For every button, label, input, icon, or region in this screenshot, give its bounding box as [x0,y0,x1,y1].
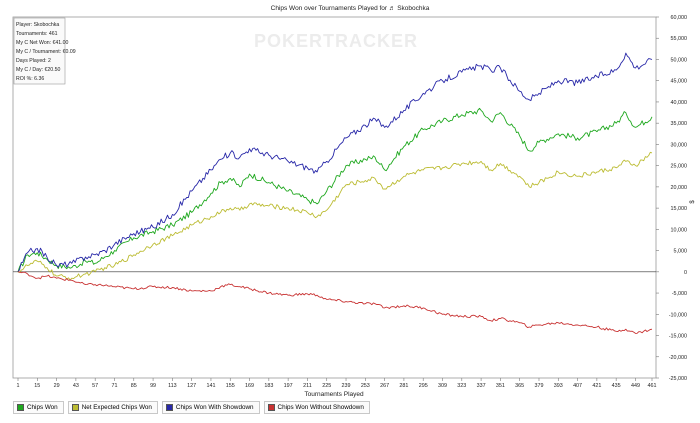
legend: Chips Won Net Expected Chips Won Chips W… [13,401,370,414]
x-tick-label: 323 [457,383,466,389]
y-tick-label: 0 [684,270,687,276]
y-tick-label: 15,000 [671,206,688,212]
x-tick-label: 239 [342,383,351,389]
x-tick-label: 393 [554,383,563,389]
legend-item-net-expected[interactable]: Net Expected Chips Won [67,401,158,414]
y-tick-label: 20,000 [671,185,688,191]
x-tick-label: 99 [150,383,156,389]
legend-item-without-showdown[interactable]: Chips Won Without Showdown [263,401,370,414]
stats-line: Days Played: 2 [16,58,51,64]
x-tick-label: 155 [226,383,235,389]
y-tick-label: 25,000 [671,164,688,170]
legend-label: Chips Won [27,404,58,411]
x-tick-label: 225 [322,383,331,389]
stats-line: Tournaments: 461 [16,31,58,37]
series-line-chips-won-with-showdown [17,52,653,273]
x-axis: 1 15 29 43 57 71 85 99 113 127 141 155 169 183 197 211 2… [17,378,657,389]
y-tick-label: -5,000 [672,291,687,297]
x-tick-label: 365 [515,383,524,389]
x-tick-label: 461 [648,383,657,389]
x-tick-label: 183 [264,383,273,389]
x-tick-label: 141 [206,383,215,389]
x-tick-label: 211 [303,383,312,389]
y-tick-label: 10,000 [671,227,688,233]
y-tick-label: 50,000 [671,57,688,63]
x-tick-label: 281 [399,383,408,389]
stats-line: My C / Tournament: €0.09 [16,49,76,55]
y-axis-label: $ [690,200,696,204]
legend-item-chips-won[interactable]: Chips Won [13,401,64,414]
x-tick-label: 197 [284,383,293,389]
stats-line: My C Net Won: €41.00 [16,40,68,46]
x-tick-label: 421 [592,383,601,389]
x-tick-label: 1 [17,383,20,389]
chart-title: Chips Won over Tournaments Played for ♬ … [271,5,430,12]
legend-label: Chips Won With Showdown [175,404,254,411]
series-line-chips-won [17,107,653,272]
series-line-chips-won-without-showdown [17,271,653,334]
y-tick-label: -20,000 [669,355,687,361]
x-tick-label: 71 [111,383,117,389]
legend-label: Net Expected Chips Won [81,404,152,411]
x-tick-label: 127 [187,383,196,389]
stats-line: My C / Day: €20.50 [16,67,61,73]
y-tick-label: 55,000 [671,36,688,42]
x-axis-label: Tournaments Played [304,391,364,398]
series-line-net-expected-chips-won [17,151,653,281]
series-layer [17,52,653,334]
y-tick-label: 5,000 [674,249,688,255]
x-tick-label: 295 [419,383,428,389]
x-tick-label: 449 [631,383,640,389]
x-tick-label: 15 [34,383,40,389]
x-tick-label: 351 [496,383,505,389]
x-tick-label: 267 [380,383,389,389]
legend-item-with-showdown[interactable]: Chips Won With Showdown [161,401,260,414]
legend-label: Chips Won Without Showdown [277,404,364,411]
legend-swatch [17,404,24,411]
x-tick-label: 407 [573,383,582,389]
x-tick-label: 309 [438,383,447,389]
x-tick-label: 435 [612,383,621,389]
y-tick-label: -10,000 [669,312,687,318]
y-tick-label: 45,000 [671,79,688,85]
y-tick-label: 60,000 [671,15,688,21]
y-tick-label: -25,000 [669,376,687,382]
x-tick-label: 113 [168,383,177,389]
plot-area-border [12,16,657,379]
stats-line: ROI %: 6.36 [16,76,44,82]
legend-swatch [71,404,79,411]
x-tick-label: 379 [534,383,543,389]
x-tick-label: 57 [92,383,98,389]
y-tick-label: 30,000 [671,142,688,148]
x-tick-label: 253 [361,383,370,389]
y-tick-label: -15,000 [669,334,687,340]
x-tick-label: 29 [54,383,60,389]
y-axis: -25,000 -20,000 -15,000 -10,000 -5,000 0 5,000… [656,15,687,382]
stats-box: Player: Skobochka Tournaments: 461 My C … [13,17,76,85]
x-tick-label: 169 [245,383,254,389]
legend-swatch [267,404,275,411]
y-tick-label: 35,000 [671,121,688,127]
x-tick-label: 337 [477,383,486,389]
legend-swatch [165,404,173,411]
watermark-logo: POKERTRACKER [254,31,418,51]
y-tick-label: 40,000 [671,100,688,106]
x-tick-label: 43 [73,383,79,389]
stats-line: Player: Skobochka [16,22,59,28]
x-tick-label: 85 [131,383,137,389]
